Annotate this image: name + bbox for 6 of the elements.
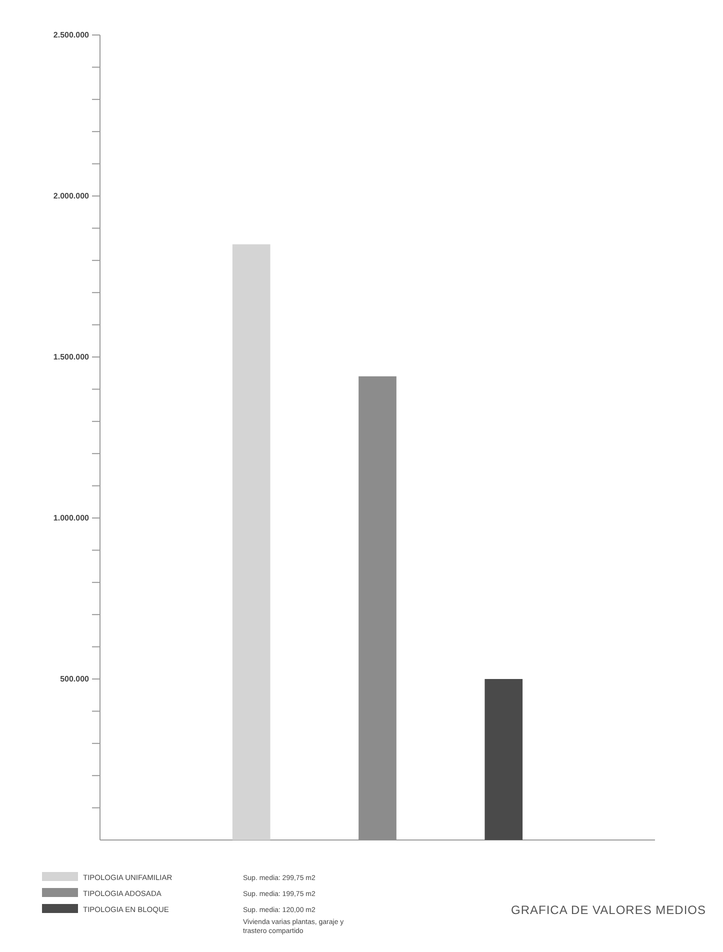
y-tick-label: 2.500.000	[53, 30, 90, 40]
y-tick-label: 500.000	[60, 674, 90, 684]
text: GRAFICA DE VALORES MEDIOS	[511, 903, 706, 917]
y-tick-label: 1.500.000	[53, 352, 90, 362]
y-tick-label: 2.000.000	[53, 192, 90, 201]
y-tick-label: 1.000.000	[53, 514, 90, 523]
